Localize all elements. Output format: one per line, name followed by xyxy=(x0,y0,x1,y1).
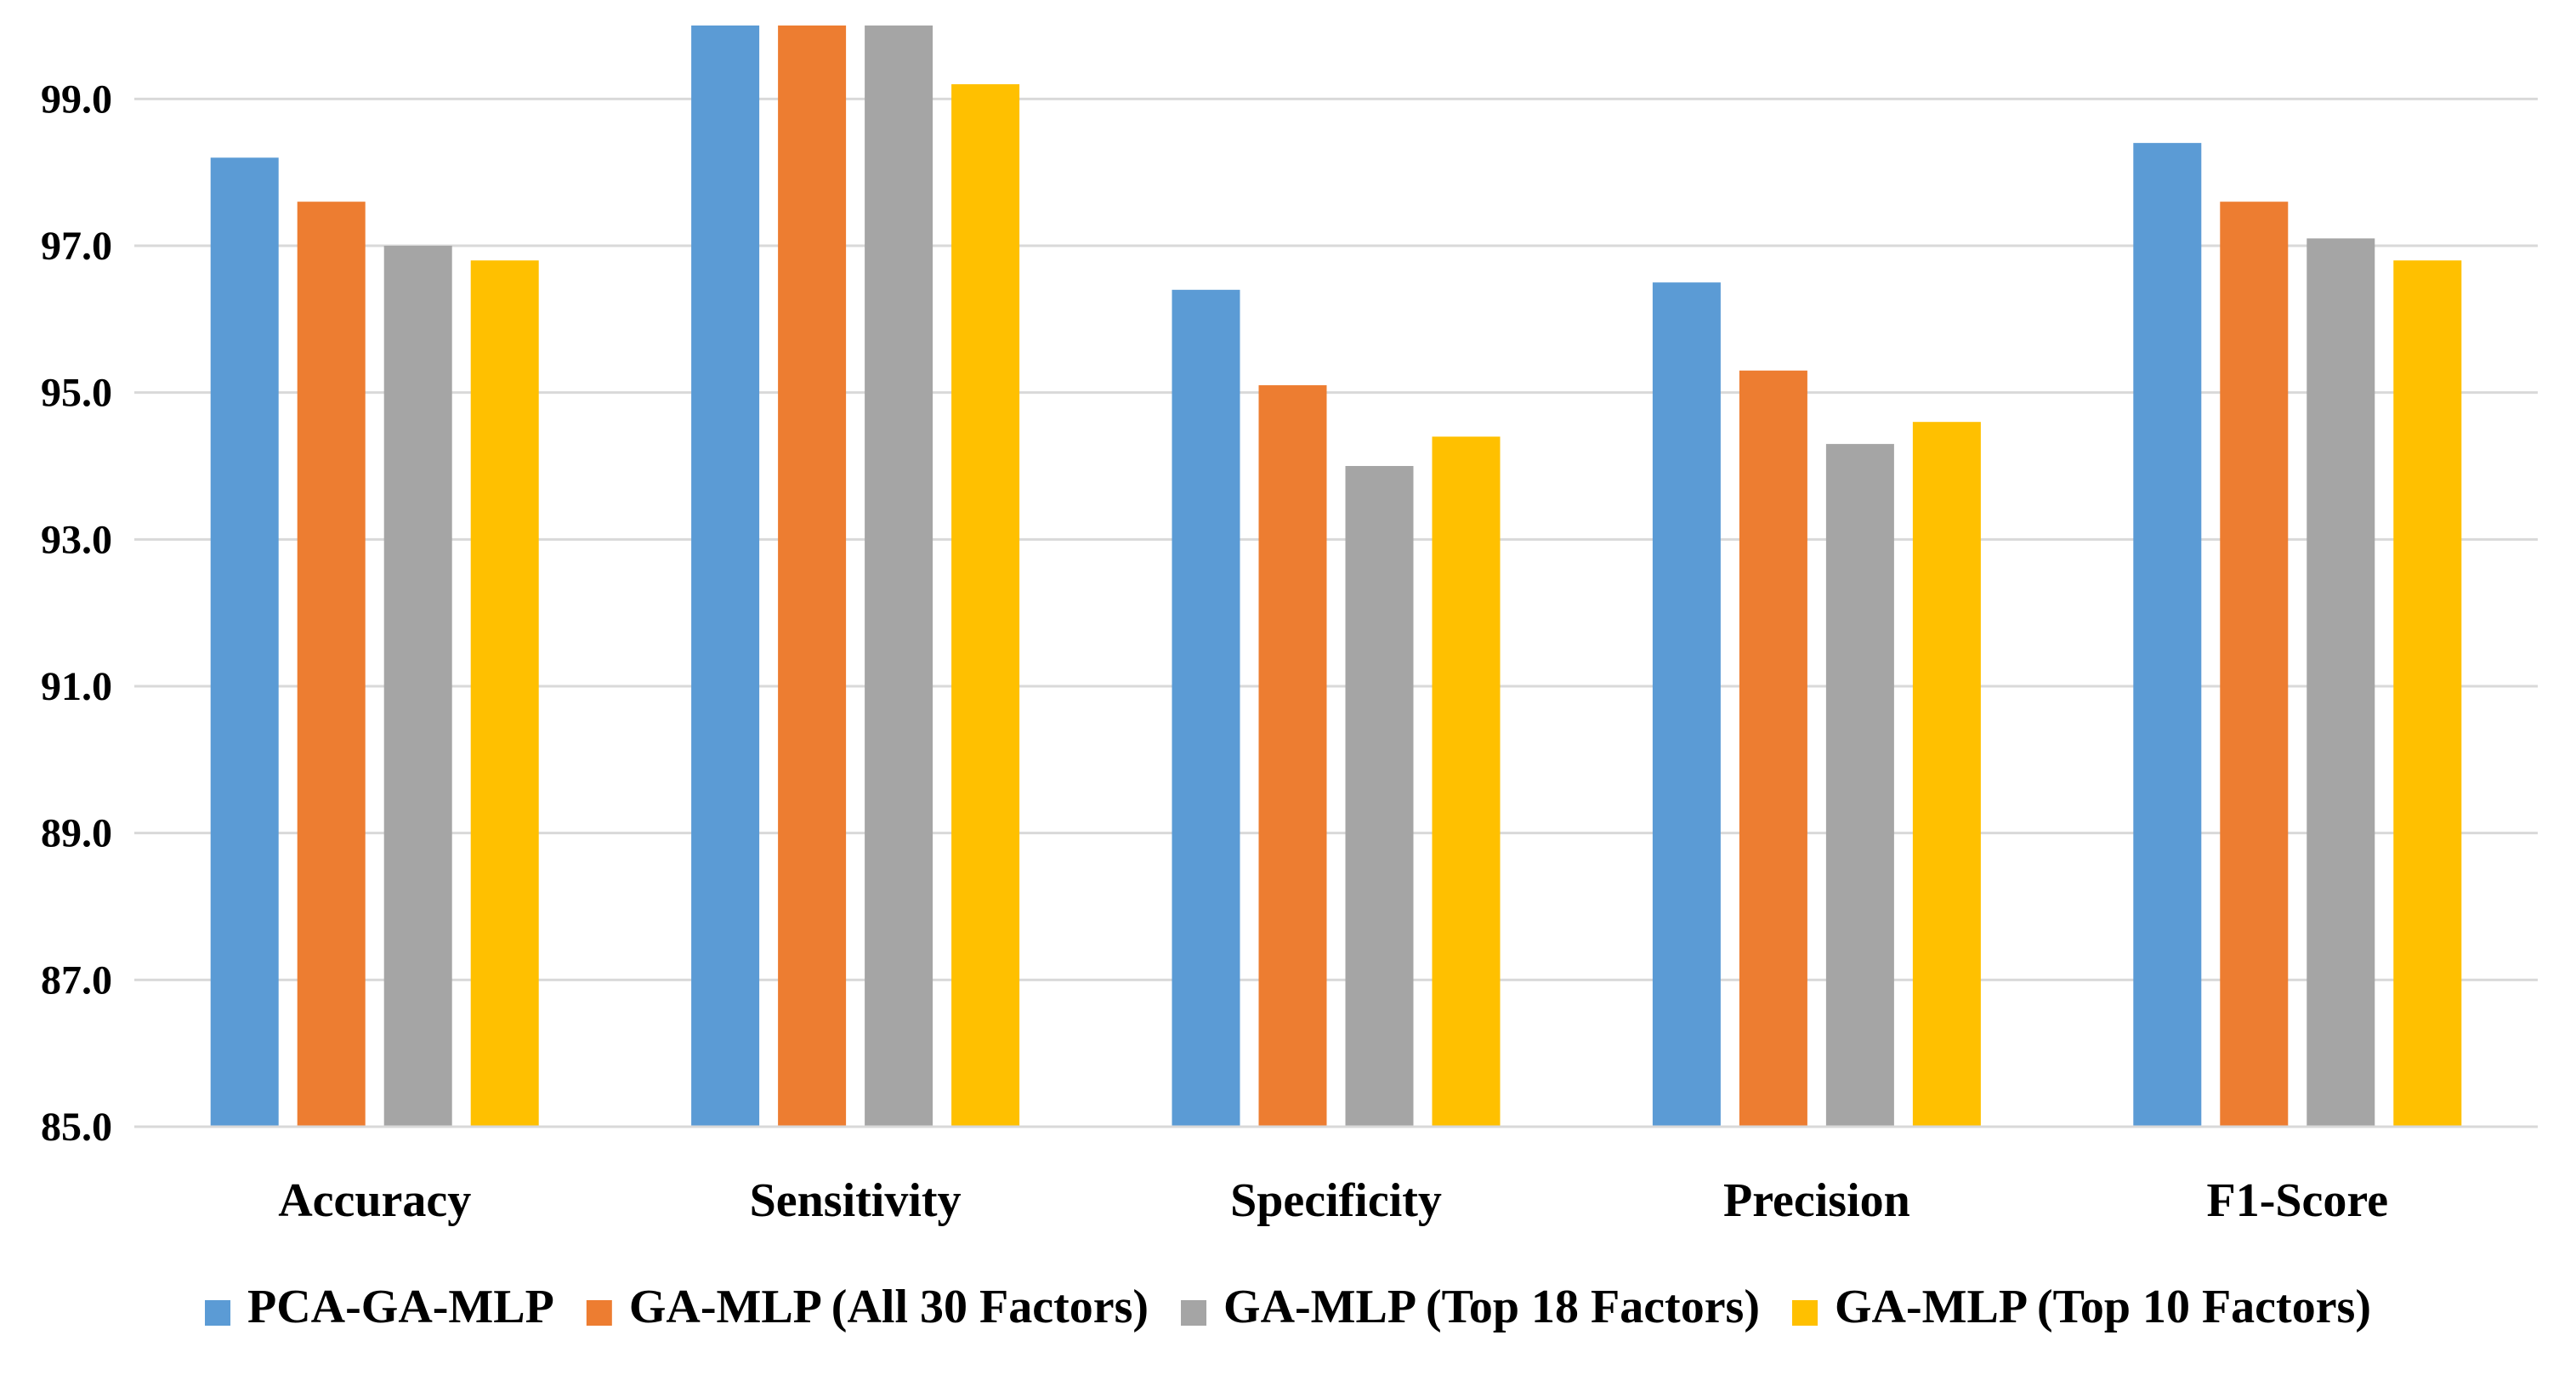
x-category-label: Specificity xyxy=(1230,1174,1442,1227)
bar-specificity-series-4 xyxy=(1432,436,1501,1127)
legend-label: GA-MLP (Top 18 Factors) xyxy=(1223,1281,1760,1333)
y-tick-label: 97.0 xyxy=(41,224,112,269)
bar-f1-score-series-3 xyxy=(2306,238,2375,1127)
bar-precision-series-2 xyxy=(1739,370,1807,1127)
bar-f1-score-series-1 xyxy=(2133,143,2202,1128)
bar-f1-score-series-4 xyxy=(2393,260,2462,1127)
bar-specificity-series-2 xyxy=(1258,385,1327,1127)
bars xyxy=(210,26,2462,1128)
x-category-label: Precision xyxy=(1723,1174,1910,1227)
legend-swatch xyxy=(1181,1300,1207,1326)
bar-accuracy-series-3 xyxy=(383,246,452,1127)
bar-precision-series-1 xyxy=(1652,282,1721,1128)
bar-sensitivity-series-1 xyxy=(691,26,760,1127)
bar-accuracy-series-2 xyxy=(297,202,366,1128)
y-tick-label: 93.0 xyxy=(41,517,112,562)
y-tick-label: 89.0 xyxy=(41,811,112,856)
legend-swatch xyxy=(586,1300,612,1326)
bar-specificity-series-3 xyxy=(1345,466,1414,1127)
legend-item: GA-MLP (Top 18 Factors) xyxy=(1181,1281,1760,1333)
bar-accuracy-series-4 xyxy=(470,260,539,1127)
legend-swatch xyxy=(1792,1300,1818,1326)
legend-label: GA-MLP (All 30 Factors) xyxy=(629,1281,1149,1333)
bar-specificity-series-1 xyxy=(1172,289,1240,1127)
legend-label: PCA-GA-MLP xyxy=(247,1281,554,1333)
bar-sensitivity-series-4 xyxy=(951,84,1020,1128)
bar-accuracy-series-1 xyxy=(210,157,279,1127)
bar-sensitivity-series-2 xyxy=(778,26,847,1127)
legend-item: GA-MLP (Top 10 Factors) xyxy=(1792,1281,2371,1333)
legend-label: GA-MLP (Top 10 Factors) xyxy=(1835,1281,2371,1333)
y-tick-label: 87.0 xyxy=(41,957,112,1003)
bar-precision-series-3 xyxy=(1825,444,1894,1127)
bar-precision-series-4 xyxy=(1912,422,1981,1127)
y-tick-label: 99.0 xyxy=(41,77,112,122)
x-category-label: Accuracy xyxy=(278,1174,471,1227)
legend-item: GA-MLP (All 30 Factors) xyxy=(586,1281,1149,1333)
bar-f1-score-series-2 xyxy=(2220,202,2289,1128)
y-tick-label: 85.0 xyxy=(41,1105,112,1150)
y-tick-label: 95.0 xyxy=(41,371,112,416)
y-tick-label: 91.0 xyxy=(41,664,112,709)
legend-swatch xyxy=(205,1300,231,1326)
y-axis-tick-labels: 85.0 87.0 89.0 91.0 93.0 95.0 97.0 99.0 xyxy=(41,77,112,1150)
x-category-label: Sensitivity xyxy=(750,1174,962,1227)
x-category-label: F1-Score xyxy=(2207,1174,2389,1227)
legend: PCA-GA-MLP GA-MLP (All 30 Factors) GA-MLP … xyxy=(205,1281,2371,1333)
legend-item: PCA-GA-MLP xyxy=(205,1281,554,1333)
x-axis-category-labels: Accuracy Sensitivity Specificity Precision F… xyxy=(278,1174,2388,1227)
bar-sensitivity-series-3 xyxy=(865,26,933,1127)
